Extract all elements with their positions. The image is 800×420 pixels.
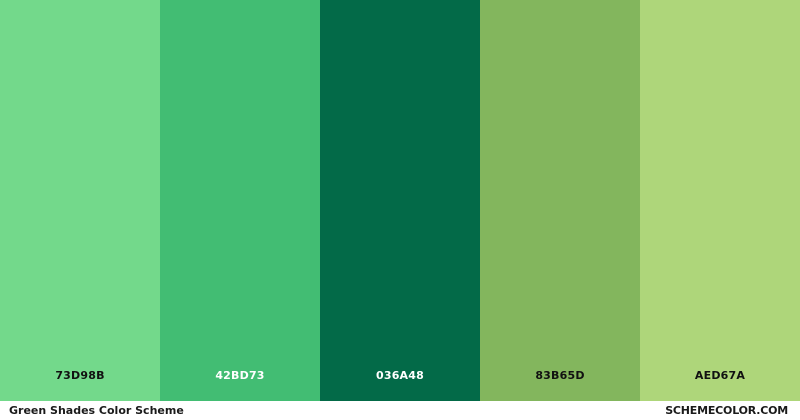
color-swatch-5[interactable]: AED67A xyxy=(640,0,800,401)
site-link[interactable]: SCHEMECOLOR.COM xyxy=(665,404,788,417)
swatch-code-5: AED67A xyxy=(694,369,746,382)
color-swatch-4[interactable]: 83B65D xyxy=(480,0,640,401)
swatch-code-2: 42BD73 xyxy=(215,369,265,382)
swatch-code-1: 73D98B xyxy=(55,369,105,382)
color-swatch-2[interactable]: 42BD73 xyxy=(160,0,320,401)
scheme-title: Green Shades Color Scheme xyxy=(9,404,184,417)
color-swatch-3[interactable]: 036A48 xyxy=(320,0,480,401)
swatch-code-3: 036A48 xyxy=(376,369,424,382)
footer-bar: Green Shades Color Scheme SCHEMECOLOR.CO… xyxy=(0,401,800,420)
swatch-code-4: 83B65D xyxy=(535,369,585,382)
color-palette: 73D98B 42BD73 036A48 83B65D AED67A xyxy=(0,0,800,401)
color-swatch-1[interactable]: 73D98B xyxy=(0,0,160,401)
